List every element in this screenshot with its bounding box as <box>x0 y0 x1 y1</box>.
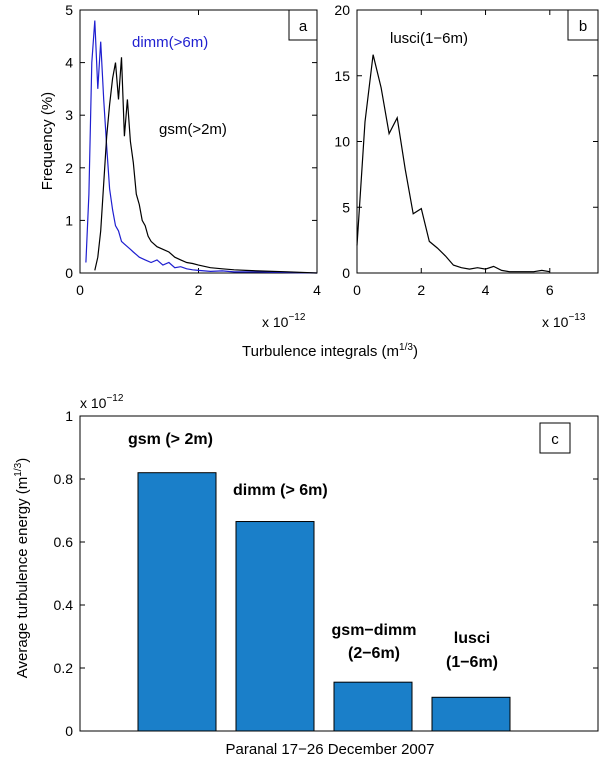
x-tick-label: 6 <box>546 282 554 298</box>
panel-a-x-exponent: x 10−12 <box>262 312 306 330</box>
y-tick-label: 2 <box>65 160 73 176</box>
panel-c: gsm (> 2m) dimm (> 6m) gsm−dimm (2−6m) lusci… <box>13 393 599 758</box>
panel-a-letter: a <box>299 18 308 35</box>
panel-b: 0 2 4 6 0 5 10 15 20 b lusci(1−6m) x 10−13 <box>334 2 599 330</box>
panel-b-x-exponent: x 10−13 <box>542 312 586 330</box>
panel-b-letter: b <box>579 18 587 35</box>
x-tick-label: 2 <box>195 282 203 298</box>
x-tick-label: 4 <box>313 282 321 298</box>
panel-c-y-exponent: x 10−12 <box>80 393 124 411</box>
series-line-1 <box>94 57 318 274</box>
panel-a-letter-box <box>288 9 318 41</box>
x-tick-label: 2 <box>417 282 425 298</box>
y-tick-label: 5 <box>342 199 350 215</box>
panel-c-bars: gsm (> 2m) dimm (> 6m) gsm−dimm (2−6m) lusci… <box>128 431 511 732</box>
panel-c-ticks: 0 0.2 0.4 0.6 0.8 1 <box>54 408 598 739</box>
panel-b-frame <box>356 9 599 274</box>
bar-label: dimm (> 6m) <box>233 482 328 499</box>
y-tick-label: 1 <box>65 212 73 228</box>
panel-c-ylabel: Average turbulence energy (m1/3) <box>13 458 31 678</box>
panel-a: 0 2 4 0 1 2 3 4 5 a Frequency (%) dimm(>6m) gsm(… <box>39 2 321 330</box>
y-tick-label: 4 <box>65 55 73 71</box>
y-tick-label: 20 <box>334 2 350 18</box>
y-tick-label: 5 <box>65 2 73 18</box>
y-tick-label: 10 <box>334 134 350 150</box>
y-tick-label: 0 <box>65 265 73 281</box>
y-tick-label: 1 <box>65 408 73 424</box>
panel-b-series <box>356 54 550 273</box>
bar-label: lusci <box>454 630 490 647</box>
panel-c-letter: c <box>551 431 559 448</box>
panel-b-letter-box <box>567 9 599 41</box>
bar-label-line2: (1−6m) <box>446 654 498 671</box>
panel-a-ylabel: Frequency (%) <box>39 92 56 190</box>
y-tick-label: 15 <box>334 68 350 84</box>
y-tick-label: 3 <box>65 107 73 123</box>
panel-c-xlabel: Paranal 17−26 December 2007 <box>226 741 435 758</box>
series-line-0 <box>85 20 318 274</box>
bar-label: gsm−dimm <box>332 622 417 639</box>
series-line-0 <box>356 54 550 273</box>
ab-xlabel: Turbulence integrals (m1/3) <box>242 342 418 360</box>
panel-b-legend-lusci: lusci(1−6m) <box>390 30 468 47</box>
panel-a-legend-dimm: dimm(>6m) <box>132 34 208 51</box>
y-tick-label: 0 <box>65 723 73 739</box>
y-tick-label: 0.2 <box>54 660 74 676</box>
y-tick-label: 0 <box>342 265 350 281</box>
bar <box>235 521 315 732</box>
bar <box>431 696 511 732</box>
panel-a-ticks: 0 2 4 0 1 2 3 4 5 <box>65 2 321 298</box>
panel-a-legend-gsm: gsm(>2m) <box>159 121 227 138</box>
y-tick-label: 0.6 <box>54 534 74 550</box>
bar <box>333 681 413 732</box>
panel-c-letter-box <box>539 422 571 454</box>
bar-label: gsm (> 2m) <box>128 431 213 448</box>
x-tick-label: 4 <box>482 282 490 298</box>
x-tick-label: 0 <box>76 282 84 298</box>
panel-a-series <box>85 20 318 274</box>
bar <box>137 472 217 732</box>
y-tick-label: 0.4 <box>54 597 74 613</box>
bar-label-line2: (2−6m) <box>348 645 400 662</box>
x-tick-label: 0 <box>353 282 361 298</box>
y-tick-label: 0.8 <box>54 471 74 487</box>
